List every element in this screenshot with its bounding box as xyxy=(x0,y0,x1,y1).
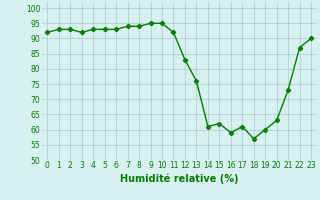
X-axis label: Humidité relative (%): Humidité relative (%) xyxy=(120,173,238,184)
